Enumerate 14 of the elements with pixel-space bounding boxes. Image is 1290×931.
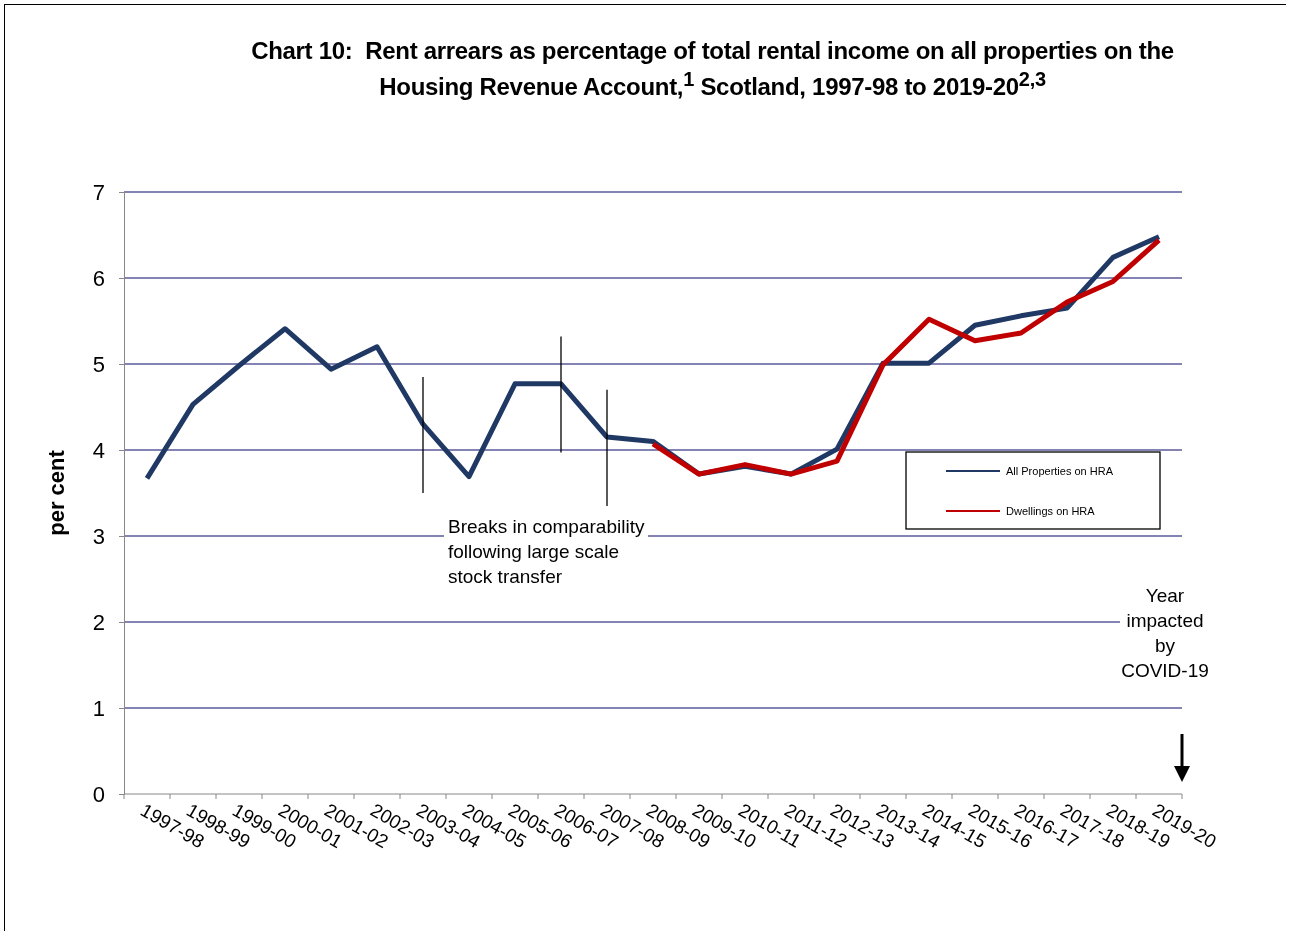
y-tick-label: 1 — [92, 695, 105, 721]
chart-title: Chart 10: Rent arrears as percentage of total rental income on all properties on the Housing Revenue Account,$^{1}$ Scotland, 1997-98 to 2019-20$^{2,3}$ — [250, 36, 1175, 101]
legend-label: All Properties on HRA — [1006, 465, 1114, 477]
y-tick-label: 2 — [92, 609, 105, 635]
y-tick-label: 7 — [92, 179, 105, 205]
y-tick-label: 0 — [92, 781, 105, 807]
y-axis-title: per cent — [44, 449, 69, 536]
y-tick-label: 6 — [92, 265, 105, 291]
y-tick-label: 4 — [92, 437, 105, 463]
y-tick-label: 5 — [92, 351, 105, 377]
annotation: Year impacted by COVID-19 — [1120, 583, 1210, 683]
legend-label: Dwellings on HRA — [1006, 505, 1096, 517]
y-tick-label: 3 — [92, 523, 105, 549]
annotation: Breaks in comparability following large scale stock transfer — [444, 514, 648, 589]
